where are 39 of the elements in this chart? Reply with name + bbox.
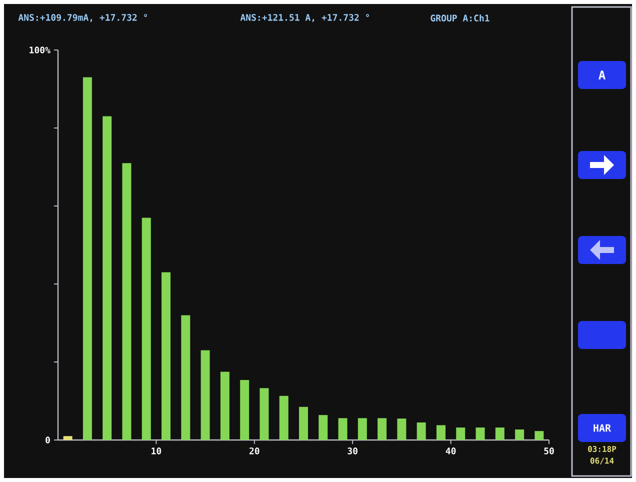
bar <box>495 428 504 440</box>
x-tick-label: 40 <box>446 448 456 454</box>
text: A <box>598 70 606 80</box>
x-tick-label: 30 <box>348 448 358 454</box>
x-tick-label: 10 <box>152 448 162 454</box>
bar <box>122 163 132 440</box>
x-tick-label: 20 <box>249 448 260 454</box>
bar <box>416 422 426 440</box>
text: ANS:+109.79mA, +17.732 ° <box>18 14 147 22</box>
bar <box>142 218 151 440</box>
text: HAR <box>594 424 612 432</box>
bar <box>260 388 269 440</box>
text: 06/14 <box>590 458 614 464</box>
bar <box>515 429 524 440</box>
bar <box>318 415 328 440</box>
text: GROUP A:Ch1 <box>430 14 490 22</box>
bar <box>338 418 348 440</box>
bar <box>220 372 230 440</box>
bar <box>162 272 171 440</box>
text: ANS:+121.51 A, +17.732 ° <box>240 14 369 22</box>
y-tick-label: 100% <box>30 46 50 54</box>
bar <box>82 77 92 440</box>
bar <box>240 380 250 440</box>
bar <box>102 116 112 440</box>
bar <box>279 396 288 440</box>
bar <box>63 436 72 440</box>
bar <box>299 406 308 440</box>
bar <box>358 418 367 440</box>
text: 03:18P <box>588 446 616 452</box>
bar <box>534 431 544 440</box>
bar <box>476 428 485 440</box>
x-tick-label: 50 <box>544 448 554 454</box>
bar <box>378 418 387 440</box>
bar <box>456 428 466 440</box>
bar <box>397 418 406 440</box>
bar <box>200 350 210 440</box>
bar <box>181 315 190 440</box>
y-tick-label: 0 <box>46 436 50 444</box>
bar <box>436 425 446 440</box>
